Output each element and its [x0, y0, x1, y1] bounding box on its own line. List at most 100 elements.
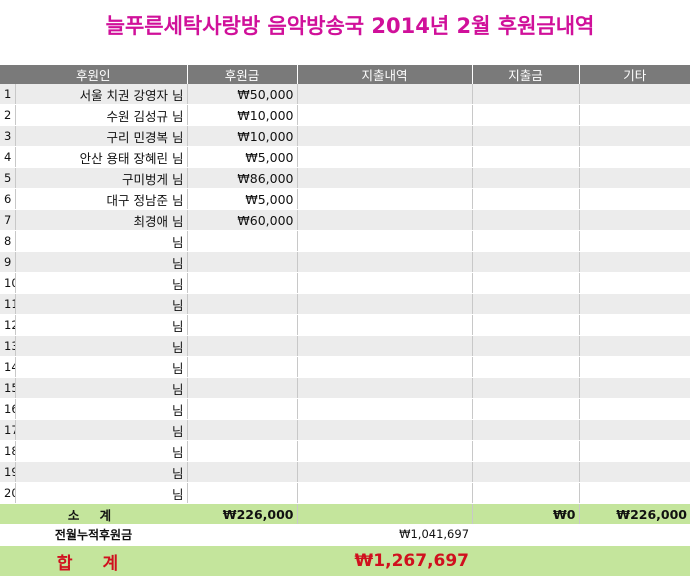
donation-cell[interactable] — [187, 377, 298, 399]
donation-cell[interactable]: ₩10,000 — [187, 104, 298, 126]
donation-cell[interactable] — [187, 419, 298, 441]
expense-detail-cell[interactable] — [297, 419, 473, 441]
donor-cell[interactable]: 님 — [15, 419, 188, 441]
donation-cell[interactable] — [187, 272, 298, 294]
donor-cell[interactable]: 님 — [15, 482, 188, 504]
expense-detail-cell[interactable] — [297, 104, 473, 126]
donor-cell[interactable]: 님 — [15, 230, 188, 252]
expense-detail-cell[interactable] — [297, 440, 473, 462]
expense-cell[interactable] — [472, 84, 580, 105]
header-donation[interactable]: 후원금 — [187, 65, 298, 84]
expense-detail-cell[interactable] — [297, 251, 473, 273]
expense-detail-cell[interactable] — [297, 377, 473, 399]
expense-detail-cell[interactable] — [297, 167, 473, 189]
donation-cell[interactable] — [187, 461, 298, 483]
donor-cell[interactable]: 님 — [15, 335, 188, 357]
other-cell[interactable] — [579, 230, 691, 252]
other-cell[interactable] — [579, 104, 691, 126]
total-value[interactable]: ₩1,267,697 — [187, 544, 473, 576]
donor-cell[interactable]: 최경애 님 — [15, 209, 188, 231]
expense-cell[interactable] — [472, 209, 580, 231]
other-cell[interactable] — [579, 293, 691, 315]
donor-cell[interactable]: 구미벙게 님 — [15, 167, 188, 189]
donation-cell[interactable] — [187, 314, 298, 336]
donor-cell[interactable]: 님 — [15, 461, 188, 483]
donation-cell[interactable] — [187, 440, 298, 462]
subtotal-other[interactable]: ₩226,000 — [579, 503, 691, 524]
expense-detail-cell[interactable] — [297, 461, 473, 483]
expense-detail-cell[interactable] — [297, 482, 473, 504]
expense-detail-cell[interactable] — [297, 146, 473, 168]
expense-cell[interactable] — [472, 335, 580, 357]
expense-cell[interactable] — [472, 125, 580, 147]
donor-cell[interactable]: 구리 민경복 님 — [15, 125, 188, 147]
expense-detail-cell[interactable] — [297, 356, 473, 378]
expense-cell[interactable] — [472, 314, 580, 336]
expense-cell[interactable] — [472, 461, 580, 483]
donation-cell[interactable] — [187, 398, 298, 420]
header-other[interactable]: 기타 — [579, 65, 691, 84]
expense-cell[interactable] — [472, 251, 580, 273]
other-cell[interactable] — [579, 188, 691, 210]
expense-cell[interactable] — [472, 482, 580, 504]
header-expense-detail[interactable]: 지출내역 — [297, 65, 473, 84]
expense-cell[interactable] — [472, 398, 580, 420]
other-cell[interactable] — [579, 125, 691, 147]
expense-detail-cell[interactable] — [297, 209, 473, 231]
donation-cell[interactable] — [187, 356, 298, 378]
expense-cell[interactable] — [472, 167, 580, 189]
other-cell[interactable] — [579, 272, 691, 294]
expense-detail-cell[interactable] — [297, 293, 473, 315]
expense-cell[interactable] — [472, 293, 580, 315]
other-cell[interactable] — [579, 377, 691, 399]
donation-cell[interactable] — [187, 335, 298, 357]
other-cell[interactable] — [579, 482, 691, 504]
donation-cell[interactable]: ₩5,000 — [187, 146, 298, 168]
expense-detail-cell[interactable] — [297, 398, 473, 420]
expense-detail-cell[interactable] — [297, 335, 473, 357]
expense-cell[interactable] — [472, 188, 580, 210]
donation-cell[interactable] — [187, 482, 298, 504]
subtotal-donation[interactable]: ₩226,000 — [187, 503, 298, 524]
expense-cell[interactable] — [472, 272, 580, 294]
previous-value[interactable]: ₩1,041,697 — [399, 527, 470, 541]
donor-cell[interactable]: 님 — [15, 314, 188, 336]
expense-detail-cell[interactable] — [297, 230, 473, 252]
other-cell[interactable] — [579, 167, 691, 189]
other-cell[interactable] — [579, 314, 691, 336]
other-cell[interactable] — [579, 209, 691, 231]
header-expense[interactable]: 지출금 — [472, 65, 580, 84]
donor-cell[interactable]: 서울 치권 강영자 님 — [15, 84, 188, 105]
donor-cell[interactable]: 대구 정남준 님 — [15, 188, 188, 210]
donor-cell[interactable]: 님 — [15, 293, 188, 315]
expense-cell[interactable] — [472, 440, 580, 462]
expense-cell[interactable] — [472, 104, 580, 126]
donation-cell[interactable]: ₩60,000 — [187, 209, 298, 231]
expense-detail-cell[interactable] — [297, 314, 473, 336]
other-cell[interactable] — [579, 356, 691, 378]
donation-cell[interactable]: ₩50,000 — [187, 84, 298, 105]
other-cell[interactable] — [579, 440, 691, 462]
donation-cell[interactable]: ₩86,000 — [187, 167, 298, 189]
other-cell[interactable] — [579, 146, 691, 168]
other-cell[interactable] — [579, 335, 691, 357]
subtotal-expense-detail[interactable] — [297, 503, 473, 524]
header-donor[interactable]: 후원인 — [0, 65, 188, 84]
donor-cell[interactable]: 님 — [15, 398, 188, 420]
other-cell[interactable] — [579, 251, 691, 273]
donor-cell[interactable]: 수원 김성규 님 — [15, 104, 188, 126]
donor-cell[interactable]: 안산 용태 장혜린 님 — [15, 146, 188, 168]
other-cell[interactable] — [579, 461, 691, 483]
other-cell[interactable] — [579, 84, 691, 105]
expense-detail-cell[interactable] — [297, 272, 473, 294]
expense-cell[interactable] — [472, 230, 580, 252]
expense-cell[interactable] — [472, 419, 580, 441]
donor-cell[interactable]: 님 — [15, 356, 188, 378]
subtotal-expense[interactable]: ₩0 — [472, 503, 580, 524]
expense-cell[interactable] — [472, 377, 580, 399]
other-cell[interactable] — [579, 398, 691, 420]
donation-cell[interactable] — [187, 251, 298, 273]
donor-cell[interactable]: 님 — [15, 272, 188, 294]
donation-cell[interactable]: ₩5,000 — [187, 188, 298, 210]
donor-cell[interactable]: 님 — [15, 440, 188, 462]
